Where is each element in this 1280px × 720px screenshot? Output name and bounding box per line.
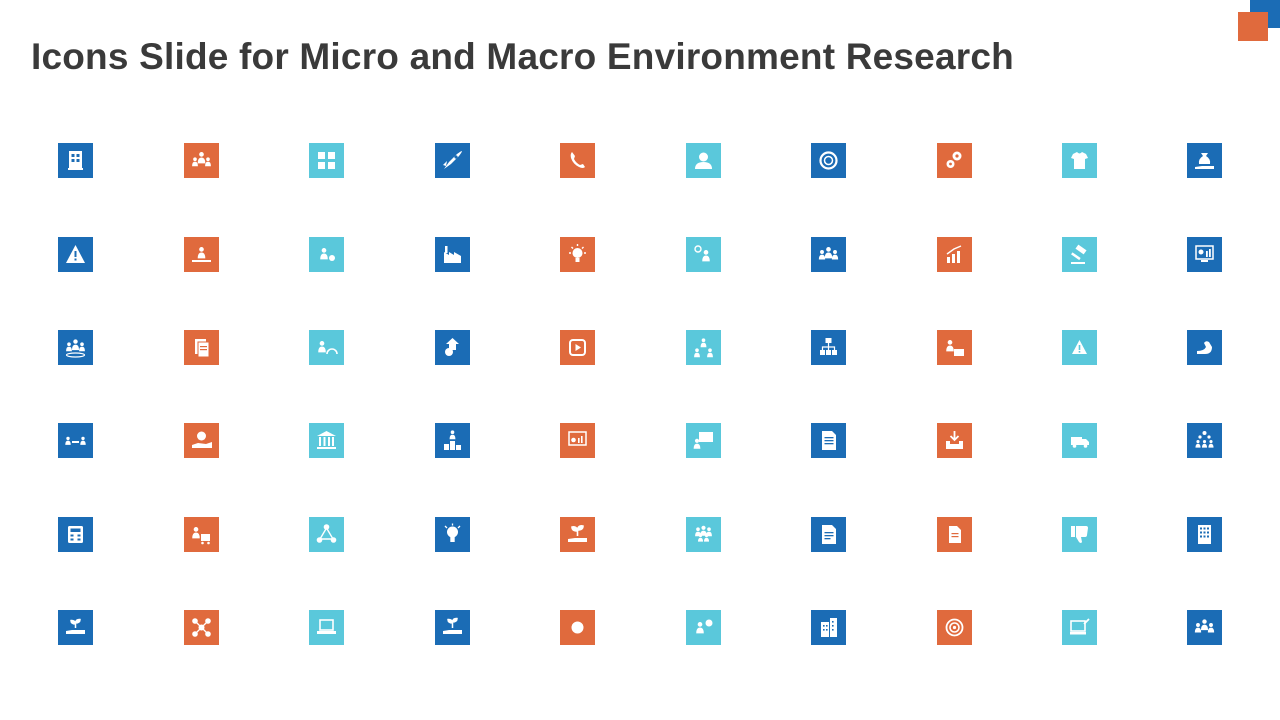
documents-icon xyxy=(183,330,219,365)
leaderboard-icon xyxy=(434,423,470,458)
growth-chart-icon xyxy=(936,236,972,272)
thumbs-down-icon xyxy=(1062,516,1097,552)
people-triangle-icon xyxy=(309,516,344,552)
shirt-icon xyxy=(1062,143,1097,178)
money-bag-hand-icon xyxy=(1187,143,1222,178)
person-crossroads-icon xyxy=(183,236,219,272)
file-icon xyxy=(936,516,972,552)
target-icon xyxy=(936,610,972,645)
molecule-network-icon xyxy=(183,610,219,645)
person-question-icon xyxy=(685,236,721,272)
text-document-icon xyxy=(811,516,846,552)
delivery-truck-icon xyxy=(1062,423,1097,458)
crowd-icon xyxy=(685,516,721,552)
icon-grid xyxy=(58,143,1222,645)
calculator-icon xyxy=(58,516,93,552)
gavel-icon xyxy=(1062,236,1097,272)
person-cart-icon xyxy=(183,516,219,552)
plant-hand-icon xyxy=(560,516,595,552)
alert-triangle-icon xyxy=(1062,330,1097,365)
factory-icon xyxy=(434,236,470,272)
presentation-chart-icon xyxy=(560,423,595,458)
network-people-icon xyxy=(685,330,721,365)
presenter-board-icon xyxy=(685,423,721,458)
org-chart-icon xyxy=(811,330,846,365)
rocket-icon xyxy=(434,143,470,178)
user-profile-icon xyxy=(685,143,721,178)
meeting-icon xyxy=(58,423,93,458)
idea-bulb-icon xyxy=(560,236,595,272)
dollar-arrow-icon xyxy=(434,330,470,365)
team-leader-icon xyxy=(183,143,219,178)
person-desk-icon xyxy=(936,330,972,365)
hierarchy-people-icon xyxy=(1187,423,1222,458)
video-play-icon xyxy=(560,330,595,365)
gears-icon xyxy=(936,143,972,178)
person-chat-icon xyxy=(685,610,721,645)
strength-arm-icon xyxy=(1187,330,1222,365)
warning-icon xyxy=(58,236,93,272)
city-building-icon xyxy=(811,610,846,645)
lightbulb-icon xyxy=(434,516,470,552)
circular-cycle-icon xyxy=(811,143,846,178)
computer-edit-icon xyxy=(1062,610,1097,645)
puzzle-people-icon xyxy=(309,143,344,178)
phone-icon xyxy=(560,143,595,178)
inbox-download-icon xyxy=(936,423,972,458)
laptop-icon xyxy=(309,610,344,645)
team-group-icon xyxy=(1187,610,1222,645)
document-icon xyxy=(811,423,846,458)
seedling-hand-icon xyxy=(58,610,93,645)
person-speedometer-icon xyxy=(309,330,344,365)
at-sign-icon xyxy=(560,610,595,645)
group-icon xyxy=(811,236,846,272)
office-building-icon xyxy=(1187,516,1222,552)
sprout-hand-icon xyxy=(434,610,470,645)
team-circle-icon xyxy=(58,330,93,365)
person-idea-icon xyxy=(309,236,344,272)
bank-icon xyxy=(309,423,344,458)
building-icon xyxy=(58,143,93,178)
analytics-screen-icon xyxy=(1187,236,1222,272)
money-hand-icon xyxy=(183,423,219,458)
slide-title: Icons Slide for Micro and Macro Environm… xyxy=(31,36,1014,77)
corner-accent-orange xyxy=(1238,12,1268,41)
